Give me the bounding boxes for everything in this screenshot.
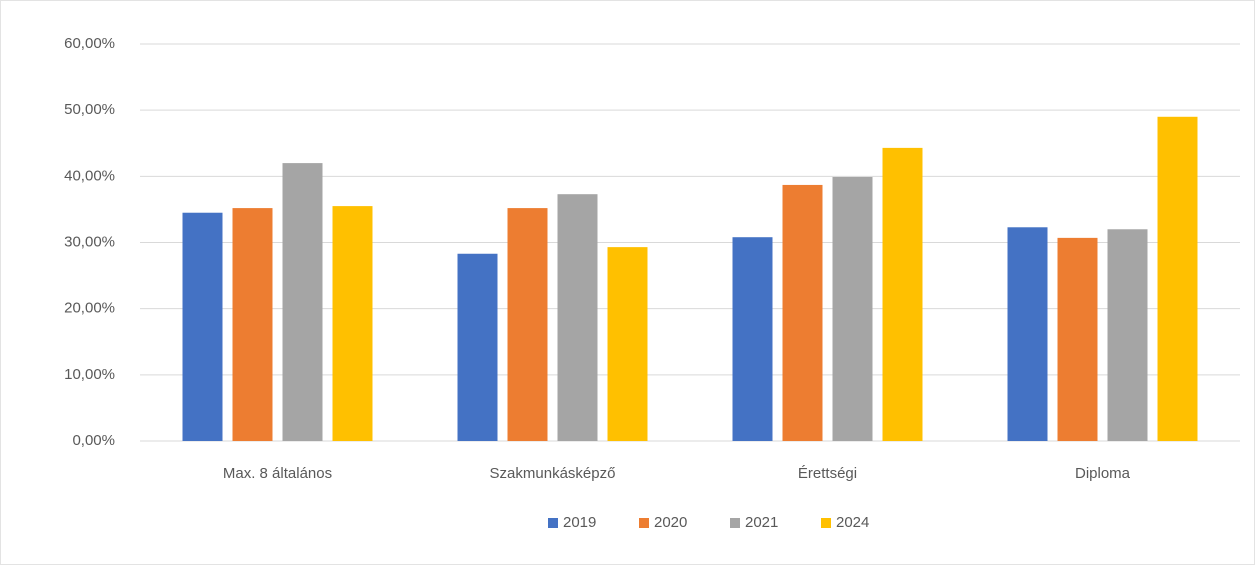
x-tick-label: Érettségi <box>798 465 857 482</box>
x-tick-label: Diploma <box>1075 465 1131 482</box>
y-tick-label: 40,00% <box>64 167 115 184</box>
y-tick-label: 50,00% <box>64 101 115 118</box>
x-tick-label: Szakmunkásképző <box>490 465 616 482</box>
bar <box>332 206 373 441</box>
bar <box>832 176 873 441</box>
bar <box>507 208 548 441</box>
bar <box>457 253 498 441</box>
bar <box>232 208 273 441</box>
bar <box>1157 116 1198 442</box>
y-tick-label: 0,00% <box>72 432 115 449</box>
y-tick-label: 60,00% <box>64 35 115 52</box>
x-tick-label: Max. 8 általános <box>223 465 332 482</box>
y-tick-label: 10,00% <box>64 366 115 383</box>
bar <box>1107 229 1148 441</box>
bar <box>732 237 773 441</box>
bar <box>557 194 598 441</box>
legend-swatch <box>730 518 740 528</box>
bar <box>282 163 323 441</box>
y-tick-label: 20,00% <box>64 300 115 317</box>
bar <box>607 247 648 441</box>
legend-label: 2019 <box>563 514 596 531</box>
bar <box>182 212 223 441</box>
legend-label: 2024 <box>836 514 869 531</box>
legend-swatch <box>821 518 831 528</box>
legend-label: 2021 <box>745 514 778 531</box>
bar <box>1057 237 1098 441</box>
legend-swatch <box>548 518 558 528</box>
bar <box>1007 227 1048 441</box>
y-tick-label: 30,00% <box>64 233 115 250</box>
bar <box>882 147 923 442</box>
legend-label: 2020 <box>654 514 687 531</box>
bar <box>782 184 823 441</box>
legend-swatch <box>639 518 649 528</box>
